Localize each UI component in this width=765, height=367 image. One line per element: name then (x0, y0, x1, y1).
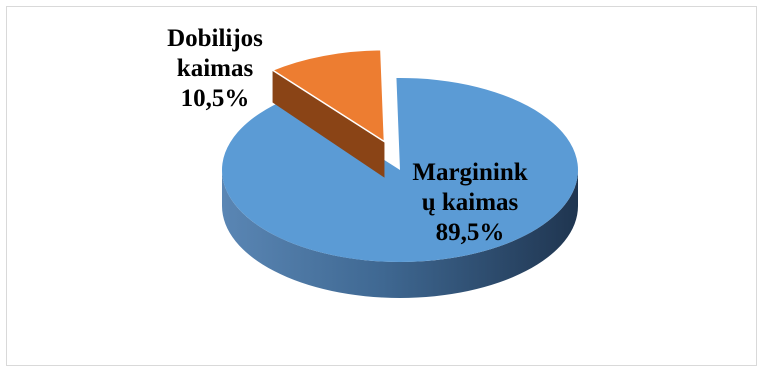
slice-name-line: ų kaimas (421, 189, 519, 216)
slice-name-line: kaimas (176, 55, 254, 82)
slice-value-label: 89,5% (435, 219, 505, 246)
pie-slice-side-dobilijos (272, 70, 385, 178)
slice-name-line: Marginink (412, 159, 528, 186)
pie-slice-dobilijos (270, 48, 386, 144)
slice-name-line: Dobilijos (167, 25, 263, 52)
slice-value-label: 10,5% (180, 85, 250, 112)
slice-label-dobilijos: Dobilijos kaimas 10,5% (140, 24, 290, 114)
slice-label-margininku: Marginink ų kaimas 89,5% (385, 158, 555, 248)
pie-slice-side-margininku (222, 170, 578, 298)
